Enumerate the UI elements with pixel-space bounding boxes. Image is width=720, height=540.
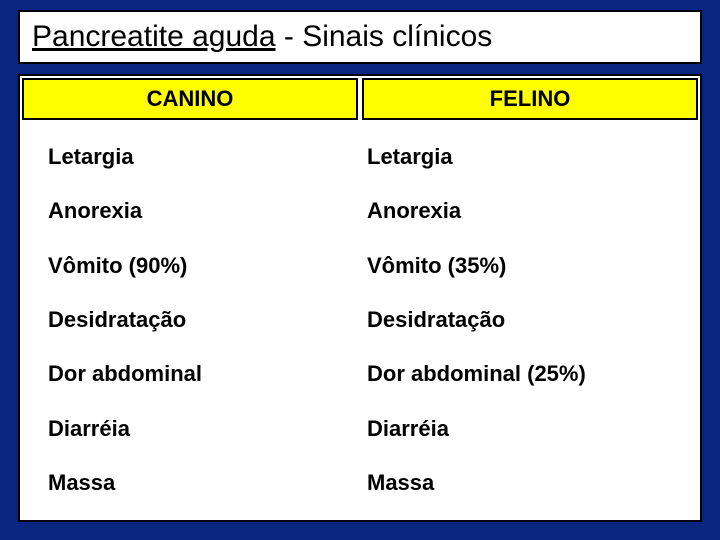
table-cell: Dor abdominal (25%)	[367, 361, 686, 387]
table-col-canino: Letargia Anorexia Vômito (90%) Desidrata…	[48, 134, 367, 506]
table-box: CANINO FELINO Letargia Anorexia Vômito (…	[18, 74, 702, 522]
table-cell: Massa	[48, 470, 367, 496]
table-cell: Diarréia	[48, 416, 367, 442]
table-header-felino: FELINO	[362, 78, 698, 120]
title-box: Pancreatite aguda - Sinais clínicos	[18, 10, 702, 64]
slide: Pancreatite aguda - Sinais clínicos CANI…	[0, 0, 720, 540]
table-body: Letargia Anorexia Vômito (90%) Desidrata…	[20, 120, 700, 520]
table-cell: Desidratação	[48, 307, 367, 333]
title-underlined: Pancreatite aguda	[32, 20, 276, 53]
table-col-felino: Letargia Anorexia Vômito (35%) Desidrata…	[367, 134, 686, 506]
table-cell: Vômito (90%)	[48, 253, 367, 279]
table-cell: Desidratação	[367, 307, 686, 333]
table-cell: Anorexia	[48, 198, 367, 224]
table-cell: Letargia	[367, 144, 686, 170]
table-header-row: CANINO FELINO	[20, 76, 700, 120]
slide-title: Pancreatite aguda - Sinais clínicos	[32, 20, 688, 54]
table-cell: Dor abdominal	[48, 361, 367, 387]
table-cell: Anorexia	[367, 198, 686, 224]
table-header-canino: CANINO	[22, 78, 358, 120]
title-separator: -	[276, 20, 303, 53]
table-cell: Massa	[367, 470, 686, 496]
table-cell: Diarréia	[367, 416, 686, 442]
table-cell: Vômito (35%)	[367, 253, 686, 279]
title-rest: Sinais clínicos	[302, 20, 492, 53]
table-cell: Letargia	[48, 144, 367, 170]
